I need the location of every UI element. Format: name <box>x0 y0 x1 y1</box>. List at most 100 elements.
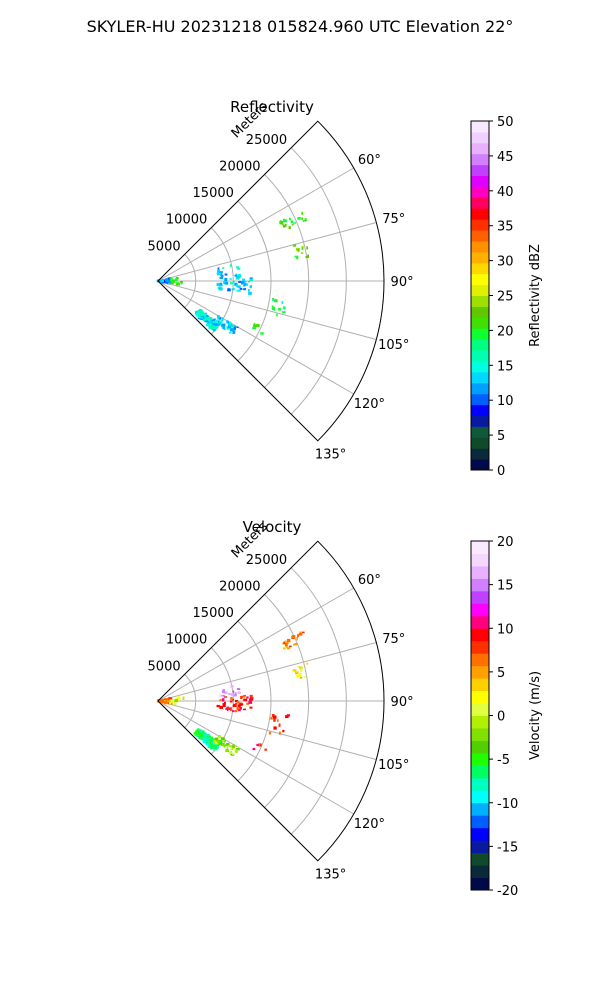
colorbar-segment <box>471 790 489 804</box>
radial-tick-label: 20000 <box>219 159 260 174</box>
echo-gate <box>197 315 201 318</box>
echo-gate <box>286 638 291 643</box>
theta-tick-label: 75° <box>382 212 405 227</box>
echo-gate <box>272 298 276 301</box>
echo-gate <box>195 730 200 733</box>
colorbar-tick-label: 20 <box>497 535 514 550</box>
echo-gate <box>213 744 217 747</box>
echo-gate <box>282 311 286 314</box>
echo-gate <box>298 675 303 678</box>
echo-gate <box>238 691 240 694</box>
echo-gate <box>161 279 164 282</box>
echo-gate <box>225 744 228 747</box>
echo-gate <box>271 306 276 310</box>
theta-tick-label: 120° <box>354 817 385 832</box>
radial-tick-label: 15000 <box>193 186 234 201</box>
theta-tick-label: 135° <box>315 448 346 463</box>
echo-gate <box>235 748 240 751</box>
echo-gate <box>232 744 235 747</box>
colorbar-tick-label: 45 <box>497 150 514 165</box>
echo-gate <box>228 321 232 325</box>
echo-gate <box>210 326 214 329</box>
echo-gate <box>226 706 230 710</box>
colorbar-tick-label: 20 <box>497 324 514 339</box>
colorbar-segment <box>471 131 489 144</box>
echo-gate <box>170 700 175 703</box>
echo-gate <box>206 743 210 746</box>
echo-gate <box>301 245 304 248</box>
reflectivity-panel: Reflectivity60°75°90°105°120°135°5000100… <box>148 98 543 479</box>
figure-title: SKYLER-HU 20231218 015824.960 UTC Elevat… <box>87 17 514 36</box>
echo-gate <box>217 735 221 739</box>
echo-gate <box>285 715 289 719</box>
echo-gate <box>249 706 253 709</box>
echo-gate <box>226 708 229 712</box>
echo-gate <box>208 324 212 327</box>
echo-gate <box>210 740 212 743</box>
colorbar-segment <box>471 777 489 791</box>
echo-gate <box>167 280 171 284</box>
echo-gate <box>273 726 277 730</box>
echo-gate <box>299 666 303 669</box>
echo-gate <box>249 278 253 282</box>
echo-gate <box>232 690 235 694</box>
echo-gate <box>175 282 180 286</box>
colorbar-segment <box>471 219 489 231</box>
echo-gate <box>199 313 202 317</box>
colorbar-segment <box>471 197 489 209</box>
echo-gate <box>242 708 247 711</box>
echo-gate <box>209 745 214 747</box>
colorbar-segment <box>471 251 489 264</box>
colorbar-segment <box>471 404 489 416</box>
echo-gate <box>230 697 233 700</box>
echo-gate <box>198 729 203 733</box>
echo-gate <box>217 316 220 319</box>
echo-gate <box>244 283 248 286</box>
echo-gate <box>304 218 307 222</box>
colorbar-segment <box>471 164 489 177</box>
colorbar-segment <box>471 240 489 253</box>
echo-gate <box>195 732 200 735</box>
echo-gate <box>213 328 216 332</box>
echo-gate <box>202 739 206 744</box>
echo-gate <box>160 700 163 704</box>
echo-gate <box>237 746 240 750</box>
echo-gate <box>234 749 239 753</box>
echo-gate <box>229 323 233 327</box>
echo-gate <box>238 281 242 283</box>
echo-gate <box>219 276 224 280</box>
echo-gate <box>232 752 234 755</box>
colorbar-tick-label: 35 <box>497 220 514 235</box>
echo-gate <box>204 317 209 321</box>
colorbar-segment <box>471 678 489 692</box>
echo-gate <box>229 278 233 280</box>
azimuth-gridline <box>157 167 354 282</box>
radial-tick-label: 5000 <box>148 659 181 674</box>
echo-gate <box>237 290 241 292</box>
echo-gate <box>237 688 241 690</box>
echo-gate <box>224 691 228 695</box>
echo-gate <box>282 729 285 733</box>
echo-gate <box>203 313 207 317</box>
echo-gate <box>236 274 241 278</box>
echo-gate <box>253 322 256 326</box>
echo-gate <box>221 698 225 702</box>
colorbar-segment <box>471 262 489 275</box>
echo-gate <box>231 288 235 291</box>
echo-gate <box>258 743 262 747</box>
echo-gate <box>256 324 260 328</box>
azimuth-gridline <box>157 280 354 395</box>
echo-gate <box>207 739 210 741</box>
echo-gate <box>174 278 178 281</box>
echo-gate <box>229 744 233 748</box>
colorbar-segment <box>471 230 489 242</box>
echo-gate <box>283 641 286 645</box>
echo-gate <box>195 313 200 317</box>
echo-gate <box>207 744 212 748</box>
echo-gate <box>236 701 240 704</box>
echo-gate <box>238 708 241 712</box>
echo-gate <box>231 324 236 328</box>
azimuth-gridline <box>157 280 377 340</box>
echo-gate <box>300 252 304 254</box>
